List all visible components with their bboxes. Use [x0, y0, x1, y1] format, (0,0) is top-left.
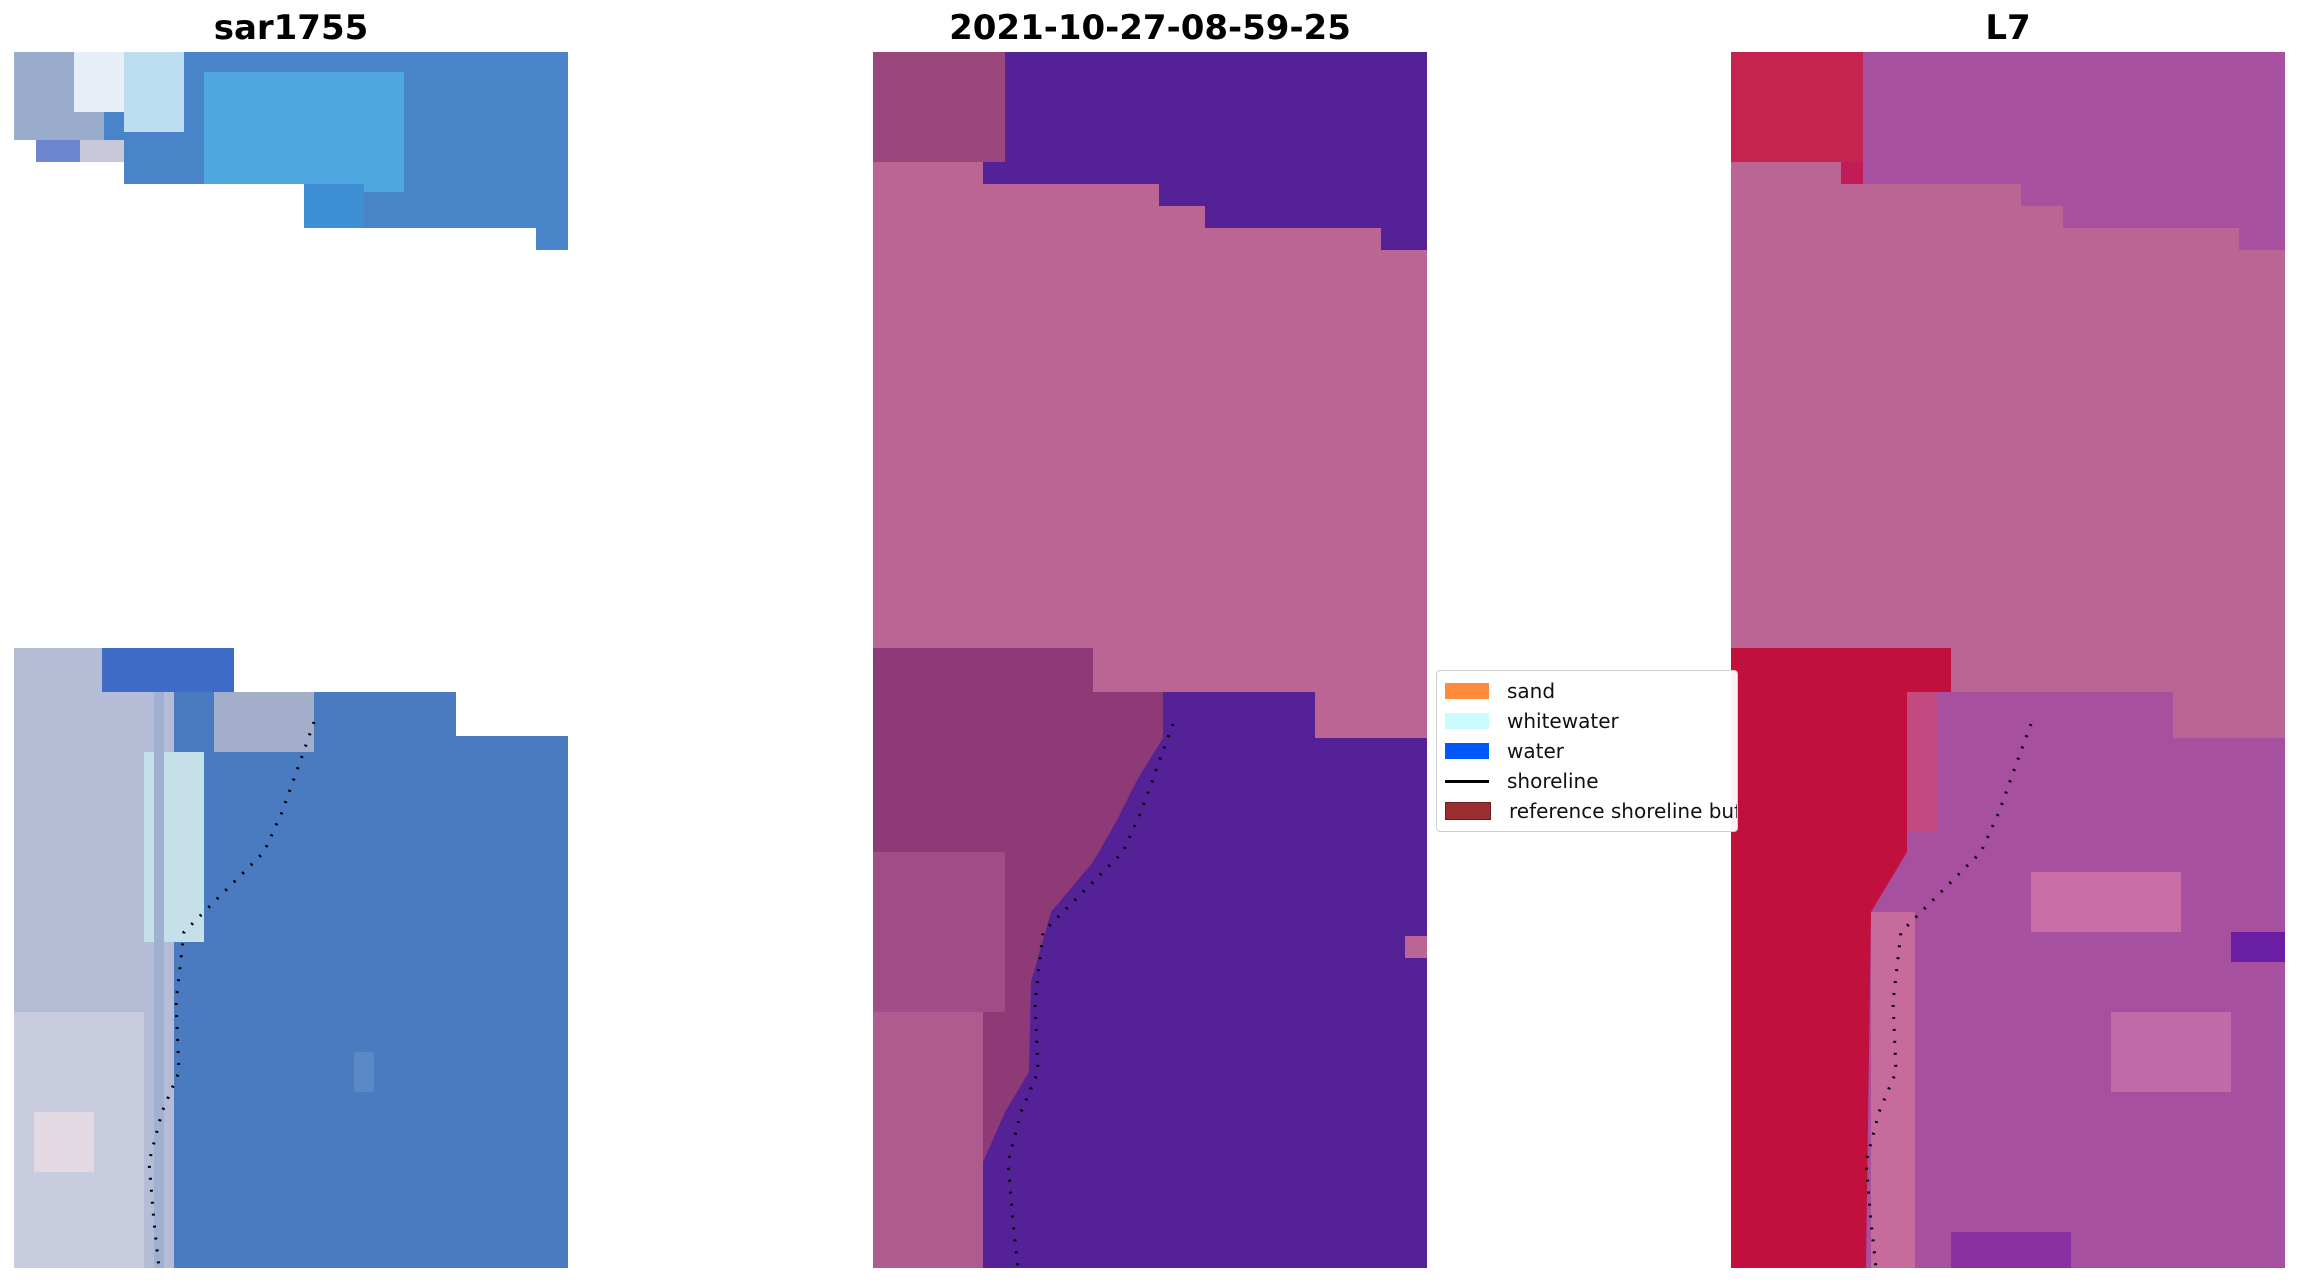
- legend-item-reference-buffer: reference shoreline buffer: [1445, 797, 1738, 825]
- index-image: [1731, 52, 2285, 1268]
- rgb-image-panel: [14, 52, 568, 1268]
- legend-label-sand: sand: [1507, 679, 1556, 703]
- classified-image-panel: [873, 52, 1427, 1268]
- index-image-panel: [1731, 52, 2285, 1268]
- legend-label-whitewater: whitewater: [1507, 709, 1619, 733]
- title-rgb: sar1755: [213, 8, 369, 48]
- reference-buffer-swatch-icon: [1445, 802, 1491, 820]
- legend-label-shoreline: shoreline: [1507, 769, 1599, 793]
- legend-item-sand: sand: [1445, 677, 1555, 705]
- legend-item-whitewater: whitewater: [1445, 707, 1619, 735]
- sand-swatch-icon: [1445, 683, 1489, 699]
- classified-image: [873, 52, 1427, 1268]
- water-swatch-icon: [1445, 743, 1489, 759]
- shoreline-line-icon: [1445, 779, 1489, 783]
- rgb-image: [14, 52, 568, 1268]
- legend: sand whitewater water shoreline referenc…: [1436, 670, 1738, 832]
- legend-item-water: water: [1445, 737, 1564, 765]
- title-classified: 2021-10-27-08-59-25: [949, 8, 1351, 48]
- legend-label-reference-buffer: reference shoreline buffer: [1509, 799, 1738, 823]
- whitewater-swatch-icon: [1445, 713, 1489, 729]
- legend-item-shoreline: shoreline: [1445, 767, 1599, 795]
- legend-label-water: water: [1507, 739, 1564, 763]
- title-index: L7: [1985, 8, 2031, 48]
